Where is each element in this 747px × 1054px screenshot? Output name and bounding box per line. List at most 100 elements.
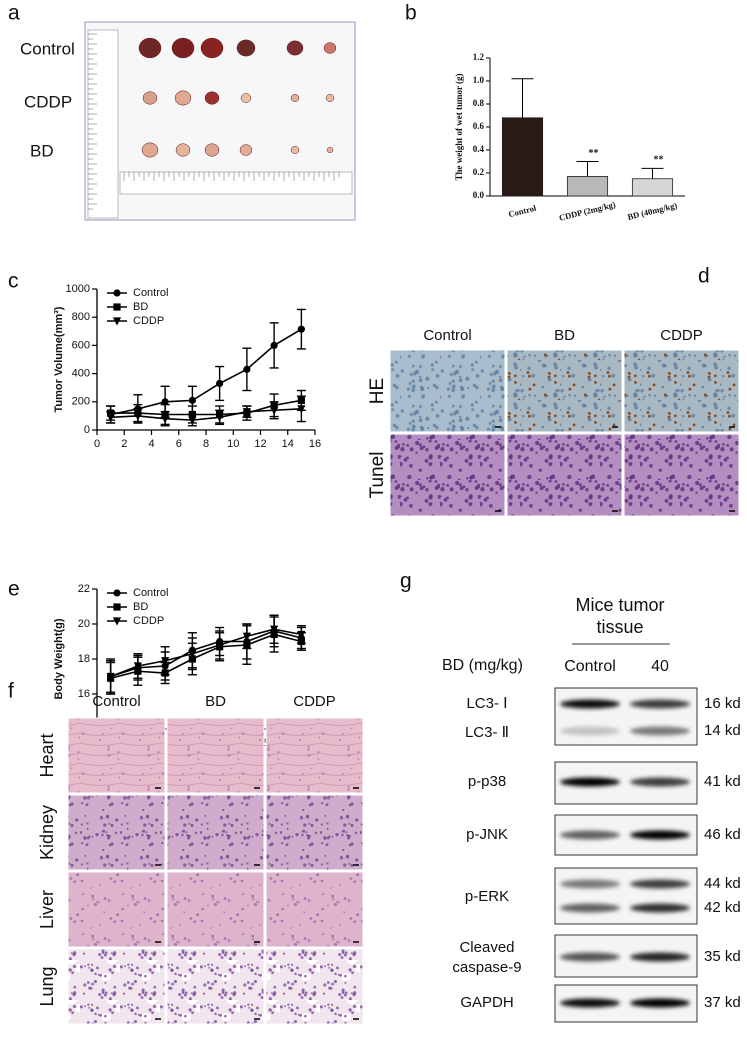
micrograph [623,433,740,517]
micrograph [67,794,166,871]
micrograph [623,349,740,433]
significance: ** [589,148,599,159]
significance: ** [654,155,664,166]
micrograph [67,717,166,794]
column-header: BD [205,693,226,710]
blot-frame [554,867,698,925]
y-tick-label: 18 [78,653,90,665]
x-tick-label: 8 [203,438,209,450]
y-tick-label: 20 [78,618,90,630]
bar [501,117,544,197]
marker [113,603,121,611]
panel-letter: c [8,270,19,293]
marker [133,412,142,421]
size-label: 35 kd [704,948,741,965]
x-tick-label: 10 [227,438,239,450]
group-label: BD [30,141,54,160]
blot-band [630,830,690,840]
micrograph [389,433,506,517]
marker [112,317,122,326]
protein-label: p-p38 [468,773,506,790]
y-tick-label: 0.8 [473,98,485,108]
marker [243,365,251,373]
marker [113,303,121,311]
marker [297,630,306,640]
row-label: Kidney [37,805,57,860]
legend-label: CDDP [133,615,164,627]
marker [113,589,121,597]
legend-label: BD [133,601,148,613]
micrograph [166,794,265,871]
marker [133,662,142,671]
group-label: Control [20,39,75,58]
blot-title: tissue [596,617,643,637]
column-header: Control [92,693,140,710]
tumor [142,91,158,105]
x-tick-label: CDDP (2mg/kg) [558,199,617,223]
y-axis-label: Body Weight(g) [53,618,65,699]
y-tick-label: 0 [84,424,90,436]
micrograph [506,433,623,517]
group-label: CDDP [24,92,72,111]
panel-letter: b [405,2,417,25]
row-label: Heart [37,733,57,777]
column-header: BD [554,327,575,344]
column-header: CDDP [660,327,703,344]
micrograph [265,794,364,871]
x-tick-label: 0 [94,438,100,450]
tumor [290,146,300,154]
x-tick-label: BD (40mg/kg) [626,200,678,222]
bar [566,176,609,197]
x-tick-label: 14 [282,438,294,450]
micrograph [67,948,166,1025]
x-tick-label: 16 [309,438,321,450]
protein-label: Cleaved [459,939,514,956]
panel-letter: g [400,570,412,593]
size-label: 14 kd [704,722,741,739]
row-label: Tunel [367,452,388,499]
tumor [174,90,192,106]
marker [242,408,251,417]
blot-band [560,777,620,787]
x-tick-label: 12 [254,438,266,450]
micrograph [265,871,364,948]
micrograph [166,948,265,1025]
size-label: 46 kd [704,826,741,843]
size-label: 37 kd [704,994,741,1011]
marker [188,396,196,404]
protein-label: caspase-9 [452,959,521,976]
blot-title: Mice tumor [575,595,664,615]
marker [161,415,170,424]
tumor [326,147,334,153]
tumor [323,42,337,54]
blot-band [630,777,690,787]
y-tick-label: 600 [72,339,90,351]
blot-band [560,903,620,913]
blot-band [630,726,690,736]
series-line [110,328,302,416]
lane-label: 40 [651,658,669,675]
y-tick-label: 22 [78,583,90,595]
blot-band [630,699,690,709]
y-axis-label: Tumor Volume(mm³) [53,306,65,412]
micrograph [166,871,265,948]
y-tick-label: 0.2 [473,167,485,177]
size-label: 44 kd [704,875,741,892]
blot-band [630,903,690,913]
legend-label: Control [133,587,168,599]
y-axis-label: The weight of wet tumor (g) [454,73,464,180]
x-tick-label: 4 [148,438,154,450]
marker [215,641,224,650]
y-tick-label: 1000 [66,283,90,295]
marker [270,625,279,634]
bar [631,178,674,197]
blot-band [560,998,620,1008]
marker [106,413,115,422]
tumor [286,40,304,56]
protein-label: p-ERK [465,888,509,905]
y-tick-label: 16 [78,688,90,700]
blot-band [630,998,690,1008]
series-line [110,408,302,421]
tumor [171,37,195,59]
